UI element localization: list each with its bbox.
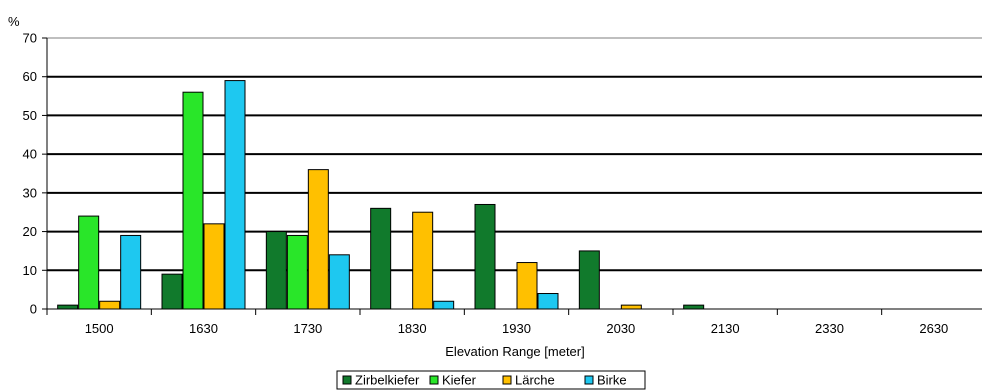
bar-zirbelkiefer-1500 [57, 304, 79, 310]
legend: Zirbelkiefer Kiefer Lärche Birke [336, 370, 646, 390]
x-tick-label: 1500 [85, 321, 114, 336]
x-tick-label: 2130 [711, 321, 740, 336]
legend-label-kiefer: Kiefer [442, 373, 477, 388]
legend-swatch-birke [584, 375, 594, 385]
y-tick-label: 70 [23, 31, 37, 46]
x-tick-label: 1830 [398, 321, 427, 336]
bar-zirbelkiefer-1930 [474, 203, 496, 310]
x-tick-label: 2630 [919, 321, 948, 336]
bar-birke-1630 [224, 80, 246, 310]
bar-kiefer-1500 [78, 215, 100, 310]
bar-lärche-1730 [307, 169, 329, 310]
bar-lärche-1930 [516, 262, 538, 310]
legend-label-birke: Birke [597, 373, 627, 388]
y-tick-label: 0 [30, 302, 37, 317]
bar-lärche-1630 [203, 223, 225, 310]
x-tick-label: 2330 [815, 321, 844, 336]
y-tick-label: 10 [23, 263, 37, 278]
bar-lärche-1830 [412, 211, 434, 310]
y-axis-title: % [8, 14, 20, 29]
bar-zirbelkiefer-2130 [683, 304, 705, 310]
x-tick-label: 1930 [502, 321, 531, 336]
y-tick-label: 60 [23, 69, 37, 84]
y-tick-label: 30 [23, 185, 37, 200]
y-tick-label: 40 [23, 147, 37, 162]
bar-birke-1930 [537, 293, 559, 310]
x-tick-label: 2030 [606, 321, 635, 336]
bars [57, 80, 705, 310]
bar-lärche-2030 [620, 304, 642, 310]
legend-label-lärche: Lärche [515, 373, 555, 388]
y-tick-label: 20 [23, 224, 37, 239]
bar-zirbelkiefer-1630 [161, 273, 183, 310]
bar-birke-1830 [433, 300, 455, 310]
x-tick-label: 1730 [293, 321, 322, 336]
bar-birke-1730 [328, 254, 350, 310]
legend-swatch-lärche [502, 375, 512, 385]
bar-zirbelkiefer-1730 [265, 231, 287, 310]
legend-swatch-kiefer [429, 375, 439, 385]
y-tick-label: 50 [23, 108, 37, 123]
bar-kiefer-1730 [286, 234, 308, 310]
bar-kiefer-1630 [182, 91, 204, 310]
bar-lärche-1500 [99, 300, 121, 310]
x-tick-label: 1630 [189, 321, 218, 336]
bar-zirbelkiefer-2030 [578, 250, 600, 310]
legend-swatch-zirbelkiefer [342, 375, 352, 385]
legend-label-zirbelkiefer: Zirbelkiefer [355, 373, 420, 388]
bar-zirbelkiefer-1830 [370, 207, 392, 310]
legend-box [336, 370, 646, 390]
bar-birke-1500 [120, 234, 142, 310]
x-axis-title: Elevation Range [meter] [445, 344, 584, 359]
